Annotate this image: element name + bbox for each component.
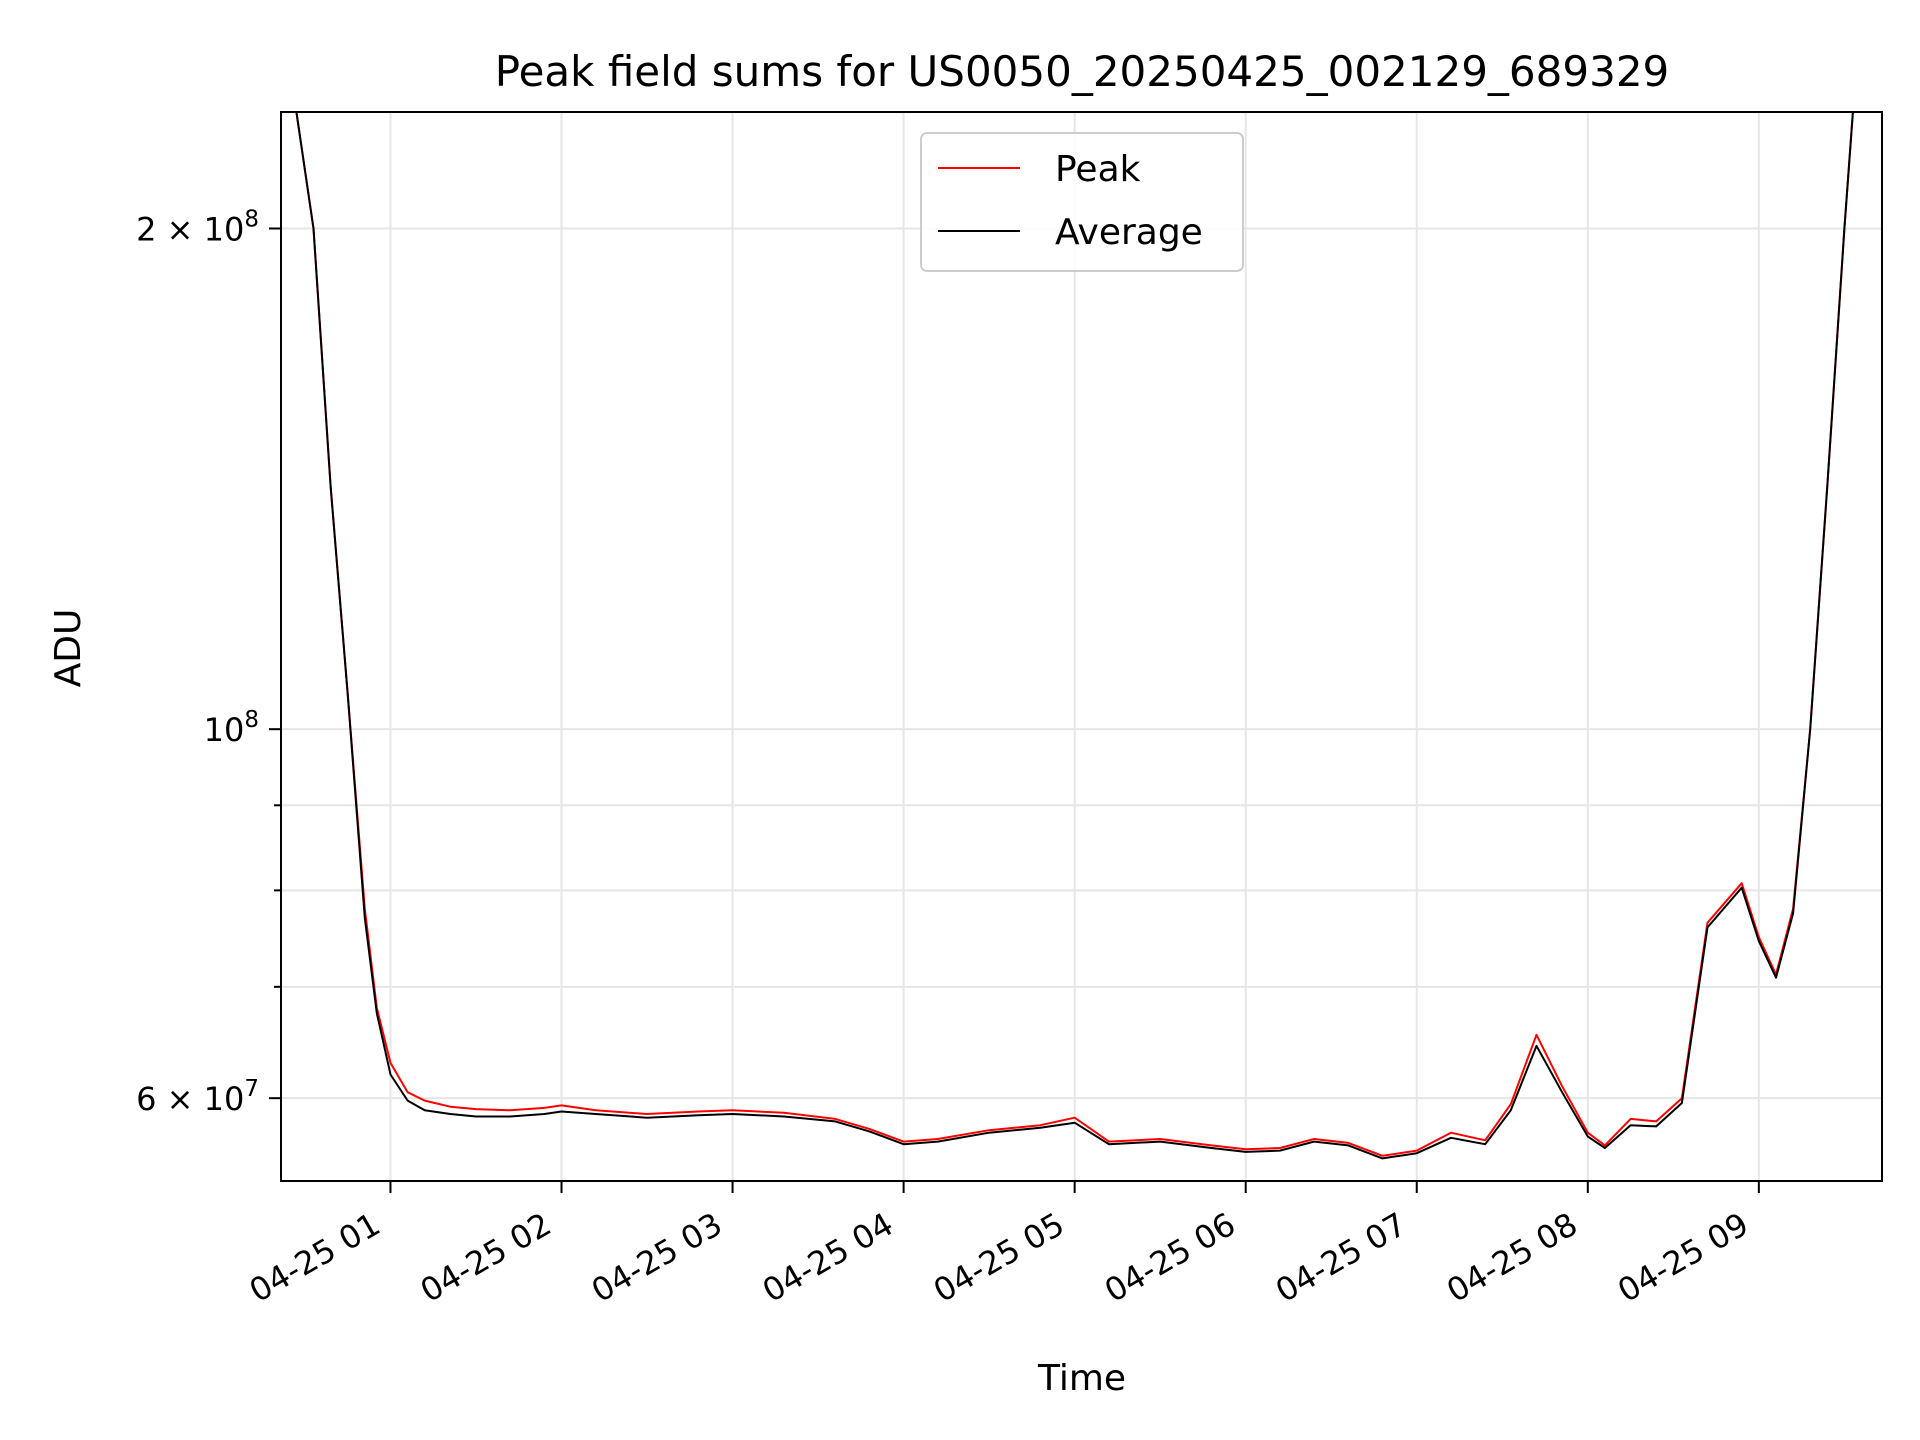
y-axis-label: ADU bbox=[48, 609, 89, 688]
legend-label-average: Average bbox=[1055, 212, 1203, 253]
y-axis: 6 × 107 108 2 × 108 bbox=[136, 206, 281, 1118]
y-tick-label-2: 2 × 108 bbox=[136, 206, 259, 248]
series-layer bbox=[281, 111, 1882, 1160]
x-axis-label: Time bbox=[1037, 1358, 1126, 1399]
legend-label-peak: Peak bbox=[1055, 149, 1141, 190]
series-line-peak bbox=[281, 111, 1882, 1157]
series-line-average bbox=[281, 111, 1882, 1160]
y-tick-label-0: 6 × 107 bbox=[136, 1076, 259, 1118]
plot-frame bbox=[280, 111, 1883, 1182]
legend: Peak Average bbox=[920, 132, 1244, 272]
y-tick-label-1: 108 bbox=[204, 707, 259, 749]
chart-title: Peak field sums for US0050_20250425_0021… bbox=[495, 47, 1670, 96]
